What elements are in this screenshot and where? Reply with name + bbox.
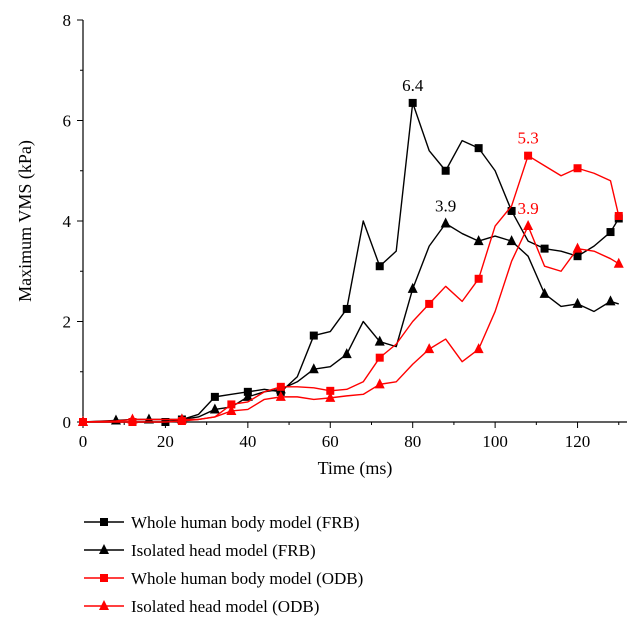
legend-label: Whole human body model (ODB) [131, 569, 363, 588]
y-tick-label: 4 [63, 212, 72, 231]
y-tick-label: 8 [63, 11, 72, 30]
series-2-point [473, 235, 484, 246]
series-1-point [606, 228, 615, 237]
legend: Whole human body model (FRB) Isolated hea… [84, 513, 363, 616]
series-line-2 [82, 222, 619, 423]
series-3-point [425, 299, 434, 308]
series-3-point [227, 400, 236, 409]
series-4-point [523, 220, 534, 231]
series-4-point [374, 378, 385, 389]
series-4-point [275, 390, 286, 401]
x-axis-label: Time (ms) [318, 458, 393, 479]
data-label: 6.4 [402, 76, 424, 95]
x-tick-label: 0 [79, 432, 88, 451]
series-1-point [540, 244, 549, 253]
series-3-point [524, 151, 533, 160]
series-4-point [473, 343, 484, 354]
plot-area: 0 20 40 60 80 100 120 0 2 4 6 8 6.4 3.9 5.3 3.9 [63, 11, 627, 451]
series-2-point [440, 217, 451, 228]
legend-item: Isolated head model (FRB) [84, 541, 316, 560]
y-tick-label: 2 [63, 313, 72, 332]
legend-marker [99, 544, 109, 554]
series-4-point [226, 404, 237, 415]
series-3-point [474, 274, 483, 283]
series-2-point [110, 414, 121, 425]
series-4-point [127, 413, 138, 424]
series-3-point [375, 353, 384, 362]
legend-item: Isolated head model (ODB) [84, 597, 319, 616]
legend-marker [99, 600, 109, 610]
series-1-point [309, 331, 318, 340]
series-2-point [506, 235, 517, 246]
series-2-point [308, 363, 319, 374]
series-1-point [342, 304, 351, 313]
series-3-point [326, 386, 335, 395]
series-line-1 [83, 102, 620, 423]
series-4-point [176, 413, 187, 424]
x-tick-label: 80 [404, 432, 421, 451]
series-line-3 [83, 154, 620, 423]
series-2-point [341, 348, 352, 359]
series-4-point [572, 242, 583, 253]
y-tick-label: 0 [63, 413, 72, 432]
series-1-point [573, 252, 582, 261]
series-3-point [573, 164, 582, 173]
series-3-point [614, 211, 623, 220]
x-tick-label: 100 [482, 432, 508, 451]
series-2-point [407, 282, 418, 293]
series-2-point [209, 403, 220, 414]
data-label: 3.9 [435, 197, 456, 216]
y-axis-label: Maximum VMS (kPa) [15, 140, 36, 302]
legend-label: Isolated head model (FRB) [131, 541, 316, 560]
legend-label: Isolated head model (ODB) [131, 597, 319, 616]
x-tick-label: 40 [239, 432, 256, 451]
series-1-point [441, 166, 450, 175]
series-1-point [408, 98, 417, 107]
series-2-point [143, 413, 154, 424]
x-tick-label: 120 [565, 432, 591, 451]
series-2-point [572, 297, 583, 308]
legend-item: Whole human body model (FRB) [84, 513, 360, 532]
y-tick-label: 6 [63, 112, 72, 131]
series-2-point [374, 335, 385, 346]
series-2-point [605, 295, 616, 306]
series-3-point [276, 382, 285, 391]
legend-marker [100, 574, 108, 582]
series-1-point [507, 206, 516, 215]
series-2-point [242, 390, 253, 401]
legend-item: Whole human body model (ODB) [84, 569, 363, 588]
legend-marker [100, 518, 108, 526]
x-tick-label: 60 [322, 432, 339, 451]
series-2-point [539, 287, 550, 298]
series-line-4 [82, 225, 620, 423]
series-1-point [474, 144, 483, 153]
series-4-point [325, 391, 336, 402]
legend-label: Whole human body model (FRB) [131, 513, 360, 532]
data-label: 3.9 [517, 199, 538, 218]
series-1-point [375, 262, 384, 271]
series-4-point [424, 343, 435, 354]
series-4-point [613, 257, 624, 268]
data-label: 5.3 [517, 129, 538, 148]
x-tick-label: 20 [157, 432, 174, 451]
series-1-point [210, 392, 219, 401]
series-4-point [78, 416, 88, 426]
